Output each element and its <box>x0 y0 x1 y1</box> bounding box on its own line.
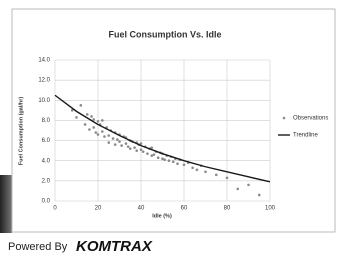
observation-point <box>116 138 119 141</box>
observation-point <box>103 135 106 138</box>
observation-point <box>114 143 117 146</box>
observation-point <box>163 158 166 161</box>
legend-label: Trendline <box>293 133 318 139</box>
observation-point <box>168 159 171 162</box>
observation-point <box>101 130 104 133</box>
y-axis-label: Fuel Consumption (gal/hr) <box>18 97 24 166</box>
observation-point <box>142 150 145 153</box>
observation-point <box>112 137 115 140</box>
observation-point <box>150 146 153 149</box>
footer-prefix: Powered By <box>8 241 68 253</box>
observation-point <box>75 116 78 119</box>
x-tick-label: 40 <box>138 206 145 212</box>
observation-point <box>129 147 132 150</box>
observation-point <box>88 128 91 131</box>
observation-point <box>101 119 104 122</box>
photo-edge <box>0 175 12 233</box>
observation-point <box>97 120 100 123</box>
observation-point <box>191 166 194 169</box>
observation-point <box>92 126 95 129</box>
chart-title: Fuel Consumption Vs. Idle <box>108 29 221 39</box>
observation-point <box>80 104 83 107</box>
y-tick-label: 4.0 <box>42 158 51 164</box>
x-tick-label: 100 <box>265 206 276 212</box>
x-tick-label: 80 <box>224 206 231 212</box>
observation-point <box>247 184 250 187</box>
observation-point <box>120 144 123 147</box>
observation-point <box>215 174 218 177</box>
observation-point <box>86 113 89 116</box>
observation-point <box>204 170 207 173</box>
observation-point <box>153 153 156 156</box>
legend-label: Observations <box>293 116 328 122</box>
observation-point <box>95 131 98 134</box>
legend-marker <box>283 117 286 120</box>
y-tick-label: 8.0 <box>42 118 51 124</box>
y-tick-label: 12.0 <box>38 78 50 84</box>
y-tick-label: 0.0 <box>42 199 51 205</box>
observation-point <box>236 188 239 191</box>
x-tick-label: 20 <box>95 206 102 212</box>
y-tick-label: 2.0 <box>42 178 51 184</box>
observation-point <box>127 145 130 148</box>
observation-point <box>183 163 186 166</box>
x-tick-label: 60 <box>181 206 188 212</box>
y-tick-label: 6.0 <box>42 138 51 144</box>
screenshot: Fuel Consumption Vs. Idle Fuel Consumpti… <box>0 0 337 259</box>
observation-point <box>84 123 87 126</box>
y-tick-label: 10.0 <box>38 98 50 104</box>
observation-point <box>176 162 179 165</box>
observation-point <box>133 146 136 149</box>
page: Fuel Consumption Vs. Idle Fuel Consumpti… <box>0 0 337 259</box>
footer-brand: KOMTRAX <box>76 238 153 255</box>
observation-point <box>140 148 143 151</box>
observation-point <box>90 115 93 118</box>
observation-point <box>135 149 138 152</box>
observation-point <box>172 160 175 163</box>
x-axis-label: Idle (%) <box>152 213 172 219</box>
observation-point <box>258 194 261 197</box>
observation-point <box>125 142 128 145</box>
observation-point <box>97 133 100 136</box>
observation-point <box>146 152 149 155</box>
observation-point <box>196 168 199 171</box>
observation-point <box>157 156 160 159</box>
observation-point <box>107 134 110 137</box>
observation-point <box>107 141 110 144</box>
observation-point <box>118 140 121 143</box>
observation-point <box>92 118 95 121</box>
observation-point <box>226 177 229 180</box>
y-tick-label: 14.0 <box>38 58 50 64</box>
